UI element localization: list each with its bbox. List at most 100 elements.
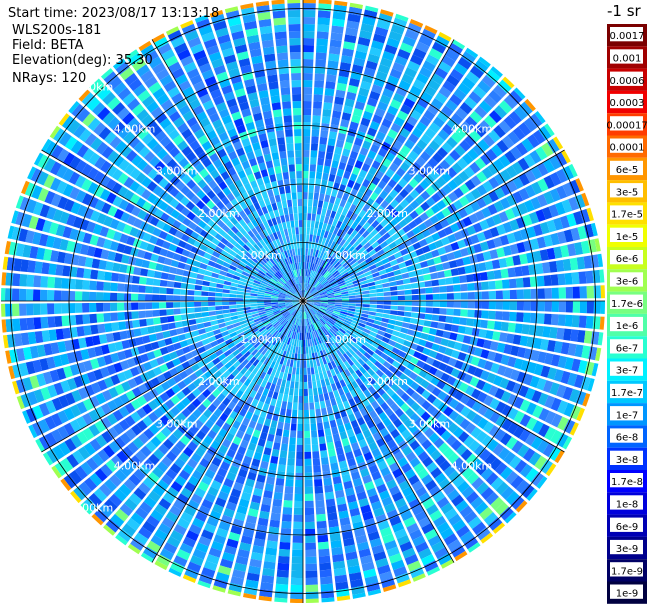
range-gate-cell (245, 426, 254, 436)
range-gate-cell (63, 365, 73, 378)
range-gate-cell (306, 301, 314, 303)
range-gate-cell (246, 151, 255, 161)
range-gate-cell (307, 276, 311, 284)
range-gate-cell (185, 151, 197, 162)
range-gate-cell (136, 159, 148, 171)
range-gate-cell (21, 180, 30, 195)
range-gate-cell (239, 335, 247, 342)
range-gate-cell (396, 337, 405, 345)
range-gate-cell (243, 144, 253, 154)
range-gate-cell (238, 280, 246, 286)
range-gate-cell (384, 407, 394, 417)
range-gate-cell (347, 13, 361, 23)
range-gate-cell (330, 462, 339, 471)
range-gate-cell (541, 206, 553, 220)
range-gate-cell (272, 321, 280, 328)
range-gate-cell (412, 226, 421, 235)
range-gate-cell (326, 321, 334, 327)
range-gate-cell (320, 260, 326, 268)
range-gate-cell (303, 10, 316, 18)
range-gate-cell (395, 86, 408, 97)
range-gate-cell (307, 199, 313, 207)
range-gate-cell (304, 304, 308, 312)
range-gate-cell (374, 348, 383, 357)
range-gate-cell (152, 466, 164, 479)
range-gate-cell (303, 87, 313, 95)
range-gate-cell (104, 322, 113, 333)
range-gate-cell (362, 363, 371, 371)
range-gate-cell (281, 379, 287, 388)
range-gate-cell (280, 318, 287, 325)
range-gate-cell (273, 209, 280, 218)
range-gate-cell (350, 229, 358, 238)
range-gate-cell (214, 333, 223, 340)
range-gate-cell (450, 68, 464, 82)
range-gate-cell (457, 462, 470, 475)
range-gate-cell (366, 197, 375, 207)
range-gate-cell (519, 335, 529, 347)
range-gate-cell (292, 199, 298, 207)
range-gate-cell (338, 256, 346, 264)
range-gate-cell (319, 251, 325, 259)
range-gate-cell (57, 251, 66, 264)
range-gate-cell (229, 286, 238, 291)
range-gate-cell (166, 344, 176, 353)
range-gate-cell (513, 230, 523, 242)
range-gate-cell (250, 195, 258, 204)
range-gate-cell (171, 335, 180, 344)
range-gate-cell (361, 445, 371, 455)
range-gate-cell (247, 442, 257, 452)
range-gate-cell (226, 471, 237, 482)
range-gate-cell (309, 234, 313, 242)
range-gate-cell (253, 243, 261, 252)
range-gate-cell (298, 311, 301, 319)
range-gate-cell (390, 392, 400, 402)
range-gate-cell (223, 91, 235, 102)
range-gate-cell (222, 334, 231, 341)
range-gate-cell (348, 77, 360, 88)
range-gate-cell (63, 252, 73, 265)
range-gate-cell (98, 259, 107, 270)
range-gate-cell (322, 341, 328, 350)
range-gate-cell (64, 438, 77, 452)
range-gate-cell (168, 61, 182, 74)
range-gate-cell (509, 301, 517, 311)
range-gate-cell (495, 415, 507, 428)
range-gate-cell (413, 103, 426, 115)
range-gate-cell (146, 318, 154, 326)
range-gate-cell (270, 278, 277, 284)
range-gate-cell (227, 589, 242, 597)
range-gate-cell (379, 365, 388, 374)
range-gate-cell (365, 60, 378, 71)
range-gate-cell (477, 139, 490, 152)
range-gate-cell (269, 233, 276, 242)
range-gate-cell (527, 361, 537, 374)
range-gate-cell (229, 305, 237, 309)
range-gate-cell (280, 260, 285, 268)
range-gate-cell (279, 278, 286, 285)
range-gate-cell (61, 315, 70, 327)
range-gate-cell (390, 24, 405, 35)
range-gate-cell (240, 274, 248, 280)
range-gate-cell (76, 326, 85, 337)
range-gate-cell (234, 511, 246, 522)
range-gate-cell (312, 249, 317, 257)
range-gate-cell (255, 233, 263, 242)
range-gate-cell (431, 343, 440, 352)
range-gate-cell (336, 318, 344, 324)
range-gate-cell (544, 395, 556, 409)
range-gate-cell (271, 276, 278, 283)
range-gate-cell (278, 371, 284, 380)
range-gate-cell (336, 168, 345, 177)
range-gate-cell (269, 174, 277, 183)
range-gate-cell (274, 339, 280, 347)
range-gate-cell (363, 341, 371, 348)
range-gate-cell (39, 204, 51, 218)
range-gate-cell (300, 346, 303, 354)
range-gate-cell (251, 285, 260, 290)
range-gate-cell (241, 417, 251, 427)
range-gate-cell (271, 297, 279, 300)
range-gate-cell (285, 313, 291, 320)
range-gate-cell (534, 455, 548, 470)
range-gate-cell (33, 303, 41, 316)
